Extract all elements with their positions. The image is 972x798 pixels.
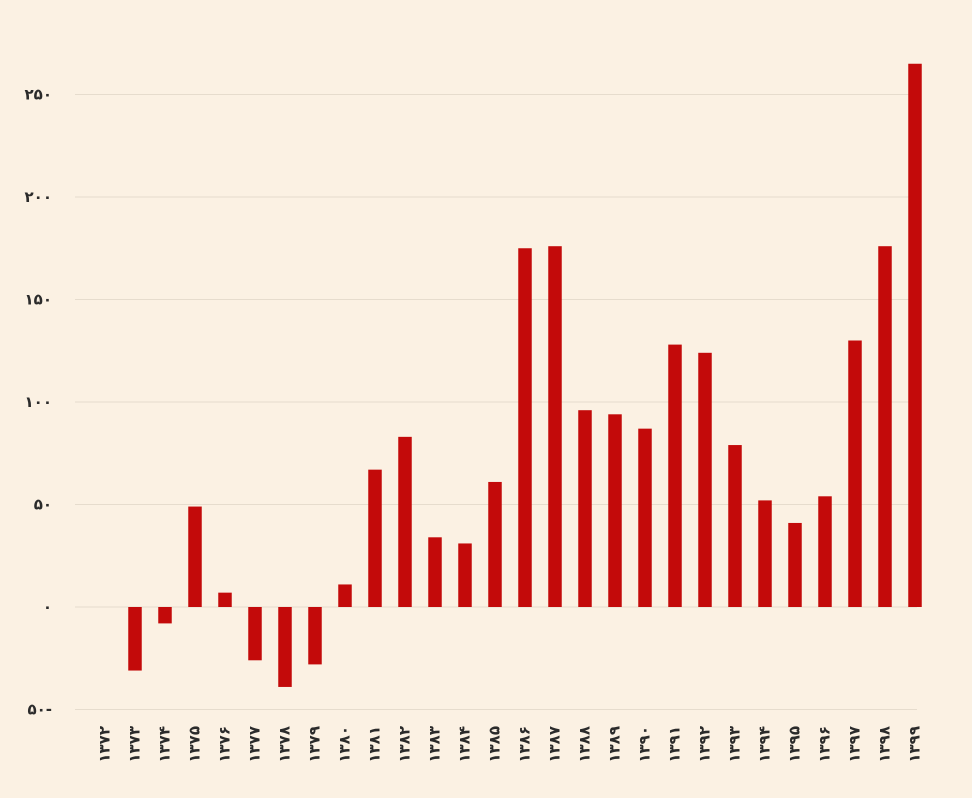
x-tick-label: ۱۳۸۲ bbox=[396, 726, 414, 763]
x-tick-label: ۱۳۹۴ bbox=[756, 726, 774, 763]
x-tick-label: ۱۳۹۳ bbox=[726, 726, 744, 763]
bar bbox=[788, 522, 802, 607]
bar bbox=[338, 584, 352, 607]
x-tick-label: ۱۳۸۳ bbox=[426, 726, 444, 763]
x-tick-label: ۱۳۸۷ bbox=[546, 726, 564, 763]
y-tick-label: ۲۵۰ bbox=[25, 86, 52, 104]
bar bbox=[908, 63, 922, 607]
x-axis-ticks: ۱۳۷۲ ۱۳۷۳ ۱۳۷۴ ۱۳۷۵ ۱۳۷۶ ۱۳۷۷ ۱۳۷۸ ۱۳۷۹ ۱۳۸۰ ۱۳۸۱… bbox=[96, 726, 924, 763]
bar bbox=[848, 340, 862, 607]
bar bbox=[758, 500, 772, 607]
x-tick-label: ۱۳۷۴ bbox=[156, 726, 174, 763]
x-tick-label: ۱۳۹۶ bbox=[816, 726, 834, 763]
y-tick-label: ۱۵۰ bbox=[25, 291, 52, 309]
grid bbox=[75, 94, 917, 710]
x-tick-label: ۱۳۸۰ bbox=[336, 726, 354, 763]
bar bbox=[818, 496, 832, 607]
x-tick-label: ۱۳۷۹ bbox=[306, 726, 324, 763]
bar bbox=[398, 436, 412, 607]
y-tick-label: ۱۰۰ bbox=[25, 393, 52, 411]
x-tick-label: ۱۳۹۷ bbox=[846, 726, 864, 763]
bar bbox=[728, 445, 742, 607]
x-tick-label: ۱۳۷۶ bbox=[216, 726, 234, 763]
bar bbox=[698, 352, 712, 607]
bar bbox=[308, 607, 322, 665]
x-tick-label: ۱۳۹۱ bbox=[666, 726, 684, 763]
bar bbox=[158, 607, 172, 624]
x-tick-label: ۱۳۸۶ bbox=[516, 726, 534, 763]
bar bbox=[878, 246, 892, 607]
bar bbox=[518, 248, 532, 607]
bar bbox=[668, 344, 682, 607]
bar bbox=[428, 537, 442, 607]
bar bbox=[218, 592, 232, 607]
x-tick-label: ۱۳۸۵ bbox=[486, 726, 504, 763]
bars bbox=[128, 63, 922, 687]
y-axis-ticks: ۵۰- ۰ ۵۰ ۱۰۰ ۱۵۰ ۲۰۰ ۲۵۰ bbox=[25, 86, 52, 719]
x-tick-label: ۱۳۷۵ bbox=[186, 726, 204, 763]
bar bbox=[458, 543, 472, 607]
x-tick-label: ۱۳۸۸ bbox=[576, 726, 594, 763]
bar bbox=[638, 428, 652, 607]
x-tick-label: ۱۳۹۸ bbox=[876, 726, 894, 763]
bar bbox=[248, 607, 262, 661]
x-tick-label: ۱۳۹۹ bbox=[906, 726, 924, 763]
x-tick-label: ۱۳۹۵ bbox=[786, 726, 804, 763]
y-tick-label: ۵۰ bbox=[34, 496, 52, 514]
bar bbox=[488, 481, 502, 607]
x-tick-label: ۱۳۸۹ bbox=[606, 726, 624, 763]
y-tick-label: ۰ bbox=[43, 598, 52, 616]
x-tick-label: ۱۳۷۲ bbox=[96, 726, 114, 763]
x-tick-label: ۱۳۷۷ bbox=[246, 726, 264, 763]
y-tick-label: ۲۰۰ bbox=[25, 188, 52, 206]
bar bbox=[128, 607, 142, 671]
bar bbox=[278, 607, 292, 687]
x-tick-label: ۱۳۹۲ bbox=[696, 726, 714, 763]
x-tick-label: ۱۳۸۱ bbox=[366, 726, 384, 763]
x-tick-label: ۱۳۸۴ bbox=[456, 726, 474, 763]
y-tick-label: ۵۰- bbox=[27, 701, 52, 719]
bar bbox=[548, 246, 562, 607]
bar bbox=[188, 506, 202, 607]
bar bbox=[368, 469, 382, 607]
bar bbox=[608, 414, 622, 607]
x-tick-label: ۱۳۹۰ bbox=[636, 726, 654, 763]
x-tick-label: ۱۳۷۳ bbox=[126, 726, 144, 763]
x-tick-label: ۱۳۷۸ bbox=[276, 726, 294, 763]
bar bbox=[578, 410, 592, 607]
